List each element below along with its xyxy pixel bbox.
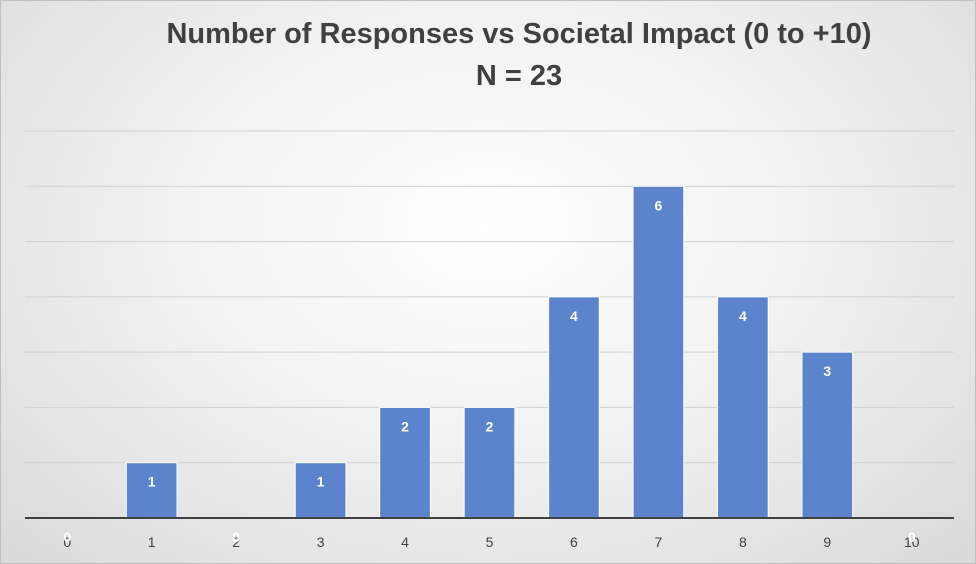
x-tick-label: 9 bbox=[823, 534, 831, 550]
x-tick-label: 1 bbox=[148, 534, 156, 550]
data-label: 1 bbox=[317, 474, 325, 490]
x-tick-label: 2 bbox=[232, 534, 240, 550]
bar bbox=[801, 351, 854, 519]
bar bbox=[125, 462, 178, 519]
x-tick-label: 0 bbox=[63, 534, 71, 550]
gridlines bbox=[25, 130, 954, 464]
data-label: 2 bbox=[486, 418, 494, 434]
data-label: 0 bbox=[63, 529, 71, 545]
x-tick-label: 4 bbox=[401, 534, 409, 550]
bar bbox=[379, 406, 431, 519]
data-label: 0 bbox=[232, 529, 240, 545]
data-label: 1 bbox=[148, 474, 156, 490]
data-label: 2 bbox=[401, 418, 409, 434]
chart-title: Number of Responses vs Societal Impact (… bbox=[166, 18, 872, 50]
x-axis: 0 1 2 3 4 5 6 7 8 9 10 bbox=[25, 517, 954, 550]
x-tick-label: 6 bbox=[570, 534, 578, 550]
data-label: 6 bbox=[655, 197, 663, 213]
x-tick-label: 10 bbox=[904, 534, 920, 550]
bar bbox=[294, 462, 347, 519]
bar bbox=[548, 296, 600, 519]
data-label: 4 bbox=[570, 308, 578, 324]
x-tick-label: 5 bbox=[486, 534, 494, 550]
bar bbox=[717, 296, 769, 519]
bar bbox=[632, 185, 685, 519]
data-labels: 0 1 0 1 2 2 4 6 4 3 0 bbox=[63, 197, 916, 545]
data-label: 4 bbox=[739, 308, 747, 324]
x-tick-label: 7 bbox=[655, 534, 663, 550]
data-label: 0 bbox=[908, 529, 916, 545]
x-tick-label: 8 bbox=[739, 534, 747, 550]
chart-subtitle: N = 23 bbox=[475, 60, 563, 92]
chart-title-block: Number of Responses vs Societal Impact (… bbox=[1, 13, 976, 97]
x-tick-label: 3 bbox=[317, 534, 325, 550]
data-label: 3 bbox=[823, 363, 831, 379]
